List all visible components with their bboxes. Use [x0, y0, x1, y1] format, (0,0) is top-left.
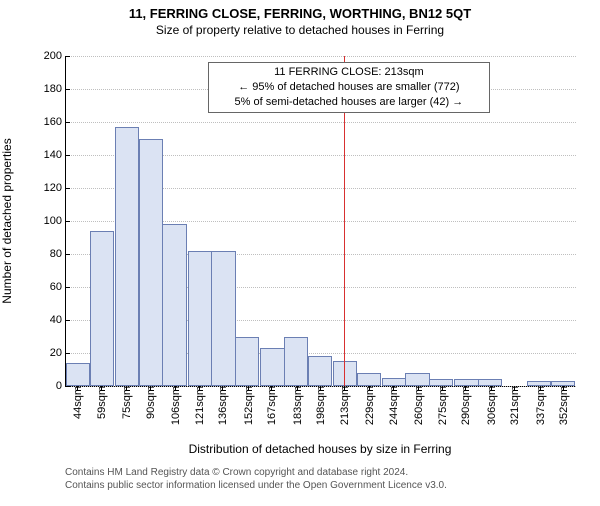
x-tick-label: 244sqm [382, 386, 400, 425]
x-tick-label: 352sqm [552, 386, 570, 425]
x-tick-label: 275sqm [431, 386, 449, 425]
y-tick-label: 140 [44, 149, 66, 161]
histogram-bar [260, 348, 284, 386]
histogram-bar [284, 337, 308, 387]
x-tick-label: 321sqm [503, 386, 521, 425]
histogram-bar [115, 127, 139, 386]
histogram-bar [139, 139, 163, 387]
gridline [66, 122, 576, 123]
x-tick-label: 121sqm [188, 386, 206, 425]
x-tick-label: 198sqm [309, 386, 327, 425]
y-tick-label: 40 [50, 314, 66, 326]
histogram-bar [429, 379, 453, 386]
annotation-line3: 5% of semi-detached houses are larger (4… [215, 95, 483, 110]
x-tick-label: 44sqm [66, 386, 84, 419]
y-tick-label: 200 [44, 50, 66, 62]
y-tick-label: 180 [44, 83, 66, 95]
y-axis-label: Number of detached properties [0, 138, 14, 303]
x-tick-label: 59sqm [90, 386, 108, 419]
y-tick-label: 100 [44, 215, 66, 227]
x-tick-label: 106sqm [164, 386, 182, 425]
chart-title: 11, FERRING CLOSE, FERRING, WORTHING, BN… [0, 6, 600, 21]
histogram-bar [405, 373, 429, 386]
footer-line1: Contains HM Land Registry data © Crown c… [65, 466, 447, 479]
y-tick-label: 60 [50, 281, 66, 293]
x-tick-label: 229sqm [358, 386, 376, 425]
gridline [66, 56, 576, 57]
annotation-line2: ← 95% of detached houses are smaller (77… [215, 80, 483, 95]
footer-line2: Contains public sector information licen… [65, 479, 447, 492]
histogram-bar [90, 231, 114, 386]
y-tick-label: 160 [44, 116, 66, 128]
annotation-box: 11 FERRING CLOSE: 213sqm ← 95% of detach… [208, 62, 490, 113]
histogram-bar [66, 363, 90, 386]
histogram-bar [478, 379, 502, 386]
histogram-bar [211, 251, 235, 386]
x-tick-label: 183sqm [286, 386, 304, 425]
annotation-line1: 11 FERRING CLOSE: 213sqm [215, 65, 483, 80]
x-tick-label: 75sqm [115, 386, 133, 419]
x-tick-label: 90sqm [139, 386, 157, 419]
histogram-bar [308, 356, 332, 386]
x-tick-label: 260sqm [407, 386, 425, 425]
histogram-bar [162, 224, 186, 386]
x-tick-label: 213sqm [333, 386, 351, 425]
x-tick-label: 306sqm [480, 386, 498, 425]
x-tick-label: 290sqm [454, 386, 472, 425]
x-tick-label: 136sqm [211, 386, 229, 425]
chart-container: 11, FERRING CLOSE, FERRING, WORTHING, BN… [0, 6, 600, 506]
y-tick-label: 20 [50, 347, 66, 359]
histogram-bar [454, 379, 478, 386]
histogram-bar [333, 361, 357, 386]
histogram-bar [235, 337, 259, 387]
x-axis-label: Distribution of detached houses by size … [65, 442, 575, 456]
histogram-bar [382, 378, 406, 386]
x-tick-label: 337sqm [529, 386, 547, 425]
chart-subtitle: Size of property relative to detached ho… [0, 23, 600, 37]
y-tick-label: 0 [56, 380, 66, 392]
histogram-bar [188, 251, 212, 386]
y-tick-label: 80 [50, 248, 66, 260]
footer-attribution: Contains HM Land Registry data © Crown c… [65, 466, 447, 492]
histogram-bar [357, 373, 381, 386]
y-tick-label: 120 [44, 182, 66, 194]
x-tick-label: 152sqm [237, 386, 255, 425]
x-tick-label: 167sqm [260, 386, 278, 425]
